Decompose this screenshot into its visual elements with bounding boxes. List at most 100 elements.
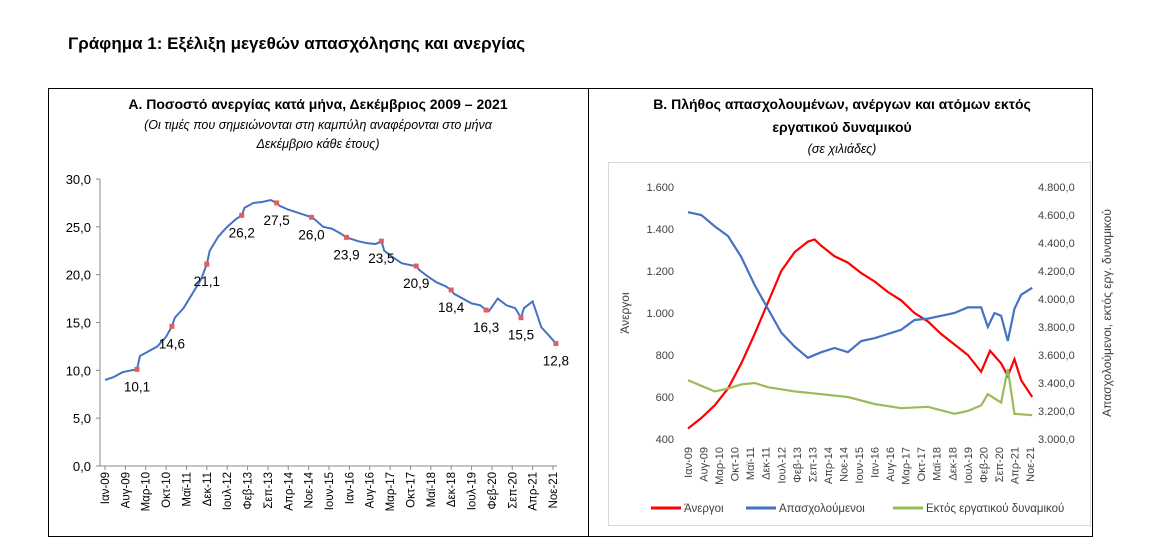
december-marker xyxy=(553,341,559,347)
x-tick-label: Φεβ-13 xyxy=(792,447,804,483)
x-tick-label: Οκτ-17 xyxy=(916,447,928,481)
december-marker xyxy=(239,212,245,218)
x-tick-label: Δεκ-11 xyxy=(202,472,214,506)
y2-tick-label: 4.400,0 xyxy=(1038,238,1075,250)
december-marker xyxy=(169,323,175,329)
y-tick-label: 30,0 xyxy=(66,172,91,187)
y2-tick-label: 3.000,0 xyxy=(1038,434,1075,446)
x-tick-label: Ιαν-16 xyxy=(344,472,356,504)
y-tick-label: 15,0 xyxy=(66,316,91,331)
data-label: 23,5 xyxy=(368,251,394,266)
y2-axis-title: Απασχολούμενοι, εκτός εργ. δυναμικού xyxy=(1100,209,1114,417)
left-chart-subtitle-1: (Οι τιμές που σημειώνονται στη καμπύλη α… xyxy=(144,118,492,132)
outside-labour-force-line xyxy=(687,368,1033,417)
y2-tick-label: 4.000,0 xyxy=(1038,294,1075,306)
x-tick-label: Δεκ-18 xyxy=(446,472,458,507)
x-tick-label: Νοε-14 xyxy=(304,471,316,508)
main-title: Γράφημα 1: Εξέλιξη μεγεθών απασχόλησης κ… xyxy=(68,34,526,53)
y-tick-label: 10,0 xyxy=(66,363,91,378)
unemployed-line xyxy=(687,238,1034,430)
x-tick-label: Σεπ-13 xyxy=(263,472,275,509)
y2-tick-label: 3.400,0 xyxy=(1038,378,1075,390)
x-tick-label: Απρ-21 xyxy=(528,472,540,511)
y-tick-label: 1.200 xyxy=(646,266,674,278)
charts-frame xyxy=(48,88,1093,537)
right-chart-title-1: Β. Πλήθος απασχολουμένων, ανέργων και ατ… xyxy=(653,96,1031,112)
x-tick-label: Μαρ-10 xyxy=(141,472,153,511)
legend-label: Εκτός εργατικού δυναμικού xyxy=(926,503,1064,515)
y-tick-label: 0,0 xyxy=(73,459,91,474)
december-marker xyxy=(274,200,280,206)
y2-tick-label: 4.800,0 xyxy=(1038,182,1075,194)
x-tick-label: Αυγ-16 xyxy=(365,472,377,508)
x-tick-label: Μαϊ-18 xyxy=(426,472,438,507)
y2-tick-label: 3.200,0 xyxy=(1038,406,1075,418)
right-chart-title-2: εργατικού δυναμικού xyxy=(772,119,912,135)
x-tick-label: Ιουλ-19 xyxy=(963,447,975,484)
data-label: 26,0 xyxy=(298,227,324,242)
y-tick-label: 1.400 xyxy=(646,224,674,236)
employed-line xyxy=(687,211,1033,360)
y-tick-label: 5,0 xyxy=(73,411,91,426)
y-tick-label: 800 xyxy=(656,350,674,362)
x-tick-label: Ιαν-16 xyxy=(870,447,882,478)
y2-tick-label: 3.800,0 xyxy=(1038,322,1075,334)
x-tick-label: Οκτ-10 xyxy=(161,472,173,508)
december-marker xyxy=(378,238,384,244)
x-tick-label: Ιαν-09 xyxy=(100,472,112,504)
x-tick-label: Ιουλ-12 xyxy=(776,447,788,484)
x-tick-label: Μαρ-10 xyxy=(714,447,726,485)
data-label: 15,5 xyxy=(508,328,534,343)
data-label: 27,5 xyxy=(263,213,289,228)
december-marker xyxy=(134,366,140,372)
x-tick-label: Ιουν-15 xyxy=(854,447,866,484)
x-tick-label: Νοε-14 xyxy=(838,447,850,482)
x-tick-label: Μαϊ-18 xyxy=(932,447,944,481)
y-axis-title: Άνεργοι xyxy=(618,292,632,334)
x-tick-label: Φεβ-13 xyxy=(243,472,255,510)
data-label: 10,1 xyxy=(124,379,150,394)
x-tick-label: Αυγ-09 xyxy=(120,472,132,508)
december-marker xyxy=(309,214,315,220)
data-label: 16,3 xyxy=(473,320,499,335)
x-tick-label: Απρ-14 xyxy=(283,471,295,510)
x-tick-label: Αυγ-16 xyxy=(885,447,897,482)
right-chart-frame xyxy=(608,162,1091,526)
x-tick-label: Σεπ-20 xyxy=(507,472,519,509)
panel-divider xyxy=(588,88,589,537)
legend-label: Άνεργοι xyxy=(684,503,724,515)
left-chart-subtitle-2: Δεκέμβριο κάθε έτους) xyxy=(256,137,380,151)
x-tick-label: Απρ-21 xyxy=(1009,447,1021,484)
x-tick-label: Αυγ-09 xyxy=(699,447,711,482)
x-tick-label: Μαρ-17 xyxy=(901,447,913,485)
x-tick-label: Φεβ-20 xyxy=(978,447,990,483)
x-tick-label: Απρ-14 xyxy=(823,447,835,484)
x-tick-label: Μαϊ-11 xyxy=(745,447,757,480)
december-marker xyxy=(483,307,489,313)
x-tick-label: Ιουν-15 xyxy=(324,472,336,510)
x-tick-label: Σεπ-20 xyxy=(994,447,1006,482)
x-tick-label: Οκτ-17 xyxy=(405,472,417,508)
x-tick-label: Νοε-21 xyxy=(548,472,560,508)
unemployment-rate-line xyxy=(104,198,557,381)
x-tick-label: Ιαν-09 xyxy=(683,447,695,478)
y-tick-label: 600 xyxy=(656,392,674,404)
left-chart-title: Α. Ποσοστό ανεργίας κατά μήνα, Δεκέμβριο… xyxy=(128,96,508,112)
december-marker xyxy=(343,234,349,240)
y-tick-label: 1.000 xyxy=(646,308,674,320)
x-tick-label: Δεκ-11 xyxy=(761,447,773,480)
y2-tick-label: 3.600,0 xyxy=(1038,350,1075,362)
x-tick-label: Σεπ-13 xyxy=(807,447,819,482)
y2-tick-label: 4.200,0 xyxy=(1038,266,1075,278)
y-tick-label: 1.600 xyxy=(646,182,674,194)
data-label: 21,1 xyxy=(194,274,220,289)
y-tick-label: 20,0 xyxy=(66,268,91,283)
data-label: 12,8 xyxy=(543,354,569,369)
december-marker xyxy=(448,287,454,293)
y-tick-label: 400 xyxy=(656,434,674,446)
x-tick-label: Μαϊ-11 xyxy=(181,472,193,507)
data-label: 14,6 xyxy=(159,336,185,351)
data-label: 18,4 xyxy=(438,300,465,315)
